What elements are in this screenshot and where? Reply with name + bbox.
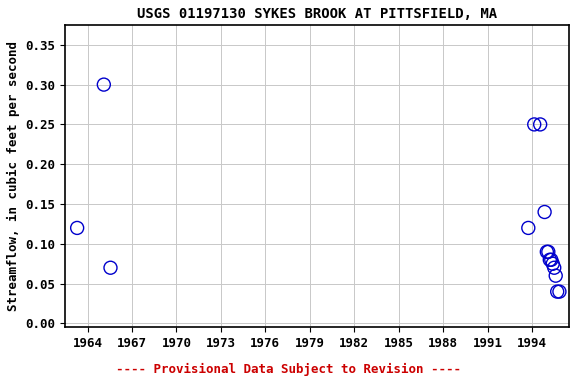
Point	[73, 225, 82, 231]
Point	[544, 249, 553, 255]
Point	[545, 257, 555, 263]
Point	[540, 209, 550, 215]
Point	[524, 225, 533, 231]
Title: USGS 01197130 SYKES BROOK AT PITTSFIELD, MA: USGS 01197130 SYKES BROOK AT PITTSFIELD,…	[137, 7, 497, 21]
Point	[547, 257, 556, 263]
Point	[555, 288, 564, 295]
Point	[536, 121, 545, 127]
Y-axis label: Streamflow, in cubic feet per second: Streamflow, in cubic feet per second	[7, 41, 20, 311]
Point	[529, 121, 539, 127]
Point	[542, 249, 551, 255]
Point	[106, 265, 115, 271]
Point	[99, 81, 108, 88]
Point	[551, 273, 560, 279]
Point	[550, 265, 559, 271]
Point	[548, 261, 558, 267]
Text: ---- Provisional Data Subject to Revision ----: ---- Provisional Data Subject to Revisio…	[116, 363, 460, 376]
Point	[552, 288, 562, 295]
